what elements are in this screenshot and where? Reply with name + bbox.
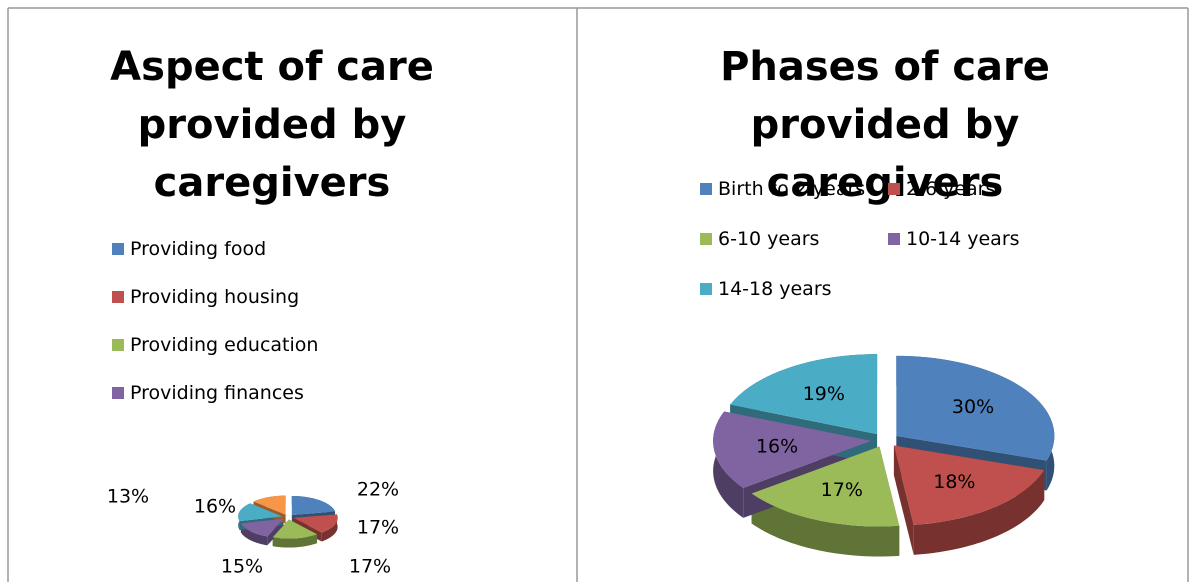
legend-label: Providing food: [130, 238, 267, 260]
legend-swatch: [112, 387, 124, 399]
pie-slice: [730, 354, 878, 435]
data-label: 30%: [952, 396, 994, 418]
legend-item: Providing education: [112, 334, 318, 356]
slice-wall: [240, 523, 268, 546]
chart-title: Phases of care provided by caregivers: [720, 44, 1050, 206]
slice-wall: [321, 514, 338, 542]
legend-swatch: [700, 283, 712, 295]
chart-title: Aspect of care provided by caregivers: [110, 44, 434, 206]
legend-item: 14-18 years: [700, 278, 832, 300]
data-label: 19%: [803, 383, 845, 405]
legend-swatch: [888, 233, 900, 245]
data-label: 17%: [821, 479, 863, 501]
pie-slice: [291, 496, 336, 516]
data-label: 16%: [756, 435, 798, 457]
pie-slice: [293, 514, 338, 533]
data-label: 18%: [933, 471, 975, 493]
legend-swatch: [112, 339, 124, 351]
slice-wall: [751, 493, 900, 557]
legend-swatch: [112, 243, 124, 255]
pie-slice: [893, 445, 1045, 525]
legend-swatch: [112, 291, 124, 303]
legend-label: 14-18 years: [718, 278, 832, 300]
legend-item: 2-6 years: [888, 178, 995, 200]
data-label: 17%: [357, 517, 399, 539]
legend-label: 6-10 years: [718, 228, 820, 250]
pie-slice: [896, 355, 1055, 461]
legend-item: Providing food: [112, 238, 266, 260]
pie-slice: [272, 519, 317, 539]
legend-label: Providing education: [130, 334, 319, 356]
legend-item: 10-14 years: [888, 228, 1020, 250]
slice-wall: [913, 470, 1045, 555]
legend-label: Birth to 2 years: [718, 178, 866, 200]
legend-item: Birth to 2 years: [700, 178, 865, 200]
pie-slice: [238, 503, 283, 522]
pie-slice: [751, 446, 900, 527]
data-label: 13%: [107, 486, 149, 508]
legend-item: 6-10 years: [700, 228, 819, 250]
data-label: 15%: [221, 556, 263, 578]
legend-item: Providing finances: [112, 382, 304, 404]
data-label: 22%: [357, 479, 399, 501]
legend-item: Providing housing: [112, 286, 299, 308]
pie-slice: [240, 518, 284, 537]
pie-slice: [713, 411, 872, 488]
legend-label: 2-6 years: [906, 178, 996, 200]
pie-slice: [253, 495, 286, 515]
slice-wall: [272, 534, 317, 548]
legend-label: Providing housing: [130, 286, 300, 308]
legend-swatch: [700, 183, 712, 195]
data-label: 16%: [194, 496, 236, 518]
legend-label: 10-14 years: [906, 228, 1020, 250]
legend-swatch: [888, 183, 900, 195]
legend-label: Providing finances: [130, 382, 304, 404]
legend-swatch: [700, 233, 712, 245]
slice-side: [893, 445, 914, 555]
data-label: 17%: [349, 556, 391, 578]
